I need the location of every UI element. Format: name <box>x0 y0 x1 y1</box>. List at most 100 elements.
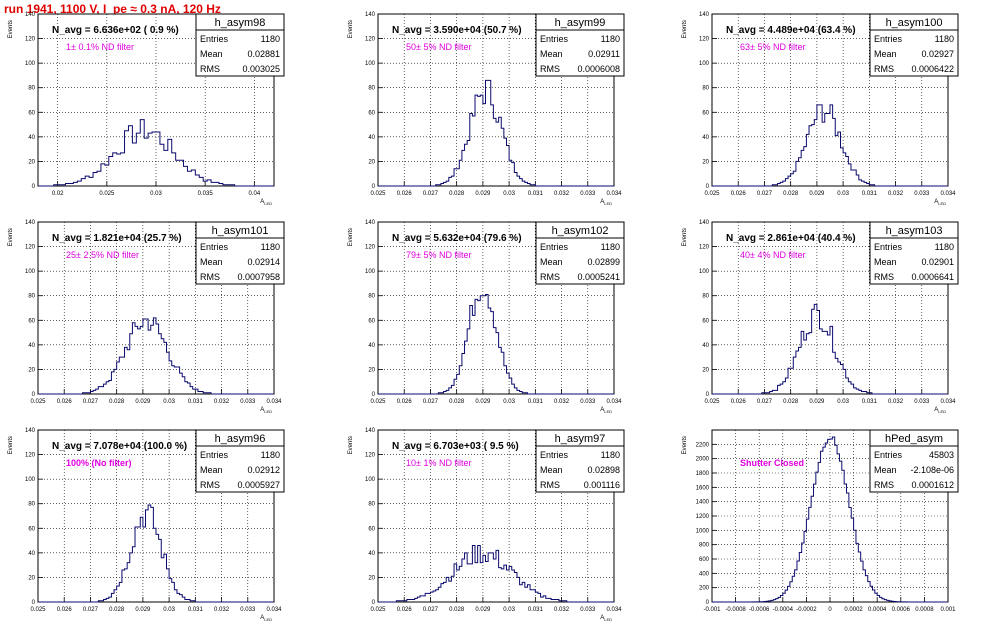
stats-value: 0.0006008 <box>577 64 620 74</box>
x-tick-label: 0.02 <box>52 191 64 197</box>
stats-key: Mean <box>540 257 563 267</box>
stats-key: Mean <box>200 257 223 267</box>
x-tick-label: 0.028 <box>783 399 799 405</box>
y-tick-label: 0 <box>372 184 376 190</box>
y-tick-label: 40 <box>368 343 375 349</box>
y-tick-label: 1400 <box>696 500 710 506</box>
x-tick-label: 0.026 <box>397 191 413 197</box>
x-tick-label: 0.0006 <box>892 607 911 613</box>
y-tick-label: 0 <box>706 392 710 398</box>
y-tick-label: 100 <box>25 61 36 67</box>
y-tick-label: 120 <box>365 245 376 251</box>
histogram-panel: -0.001 -0.0008 -0.0006 -0.0004 -0.0002 0 0.000… <box>682 429 959 613</box>
stats-title: h_asym100 <box>886 17 943 29</box>
x-tick-label: 0.025 <box>704 399 720 405</box>
y-tick-label: 60 <box>28 318 35 324</box>
x-tick-label: 0.029 <box>135 607 151 613</box>
y-tick-label: 20 <box>28 367 35 373</box>
stats-value: 0.0005241 <box>577 272 620 282</box>
y-tick-label: 20 <box>28 159 35 165</box>
x-tick-label: 0.029 <box>809 399 825 405</box>
stats-box <box>535 445 625 493</box>
x-tick-label: 0.031 <box>188 399 204 405</box>
stats-key: Mean <box>200 49 223 59</box>
stats-key: Entries <box>874 450 903 460</box>
y-tick-label: 80 <box>28 294 35 300</box>
y-tick-label: 60 <box>368 318 375 324</box>
y-tick-label: 140 <box>365 428 376 434</box>
y-tick-label: 100 <box>25 269 36 275</box>
stats-box <box>195 29 285 77</box>
y-tick-label: 800 <box>699 543 710 549</box>
x-tick-label: 0.034 <box>266 399 282 405</box>
x-tick-label: 0.026 <box>731 399 747 405</box>
y-tick-label: 40 <box>702 343 709 349</box>
histogram-series <box>378 544 614 603</box>
stats-box <box>195 237 285 285</box>
x-tick-label: 0.03 <box>163 607 175 613</box>
x-tick-label: 0.029 <box>475 607 491 613</box>
x-tick-label: -0.0006 <box>749 607 770 613</box>
stats-value: 0.003025 <box>242 64 280 74</box>
histogram-series <box>38 119 274 187</box>
y-tick-label: 1200 <box>696 514 710 520</box>
x-axis-title: ALED <box>260 615 272 622</box>
histogram-series <box>712 104 948 187</box>
y-tick-label: 120 <box>25 453 36 459</box>
histogram-series <box>378 293 614 395</box>
stats-value: 0.001116 <box>584 480 620 490</box>
stats-key: Mean <box>874 257 897 267</box>
x-axis-title-sub: LED <box>604 201 612 206</box>
x-tick-label: 0.031 <box>862 191 878 197</box>
stats-value: 0.0001612 <box>911 480 954 490</box>
y-tick-label: 140 <box>25 220 36 226</box>
x-tick-label: 0.033 <box>240 607 256 613</box>
summary-text: N_avg = 4.489e+04 (63.4 %) <box>726 25 856 36</box>
stats-value: 0.02914 <box>247 257 280 267</box>
x-tick-label: 0.025 <box>30 399 46 405</box>
stats-key: Entries <box>200 34 229 44</box>
histogram-series <box>712 303 948 395</box>
stats-value: 1180 <box>601 450 620 460</box>
stats-value: 0.02911 <box>588 49 620 59</box>
y-axis-title: Events <box>348 20 354 38</box>
y-tick-label: 60 <box>702 110 709 116</box>
x-axis-title-sub: LED <box>264 201 272 206</box>
y-tick-label: 140 <box>25 12 36 18</box>
stats-key: RMS <box>540 480 560 490</box>
stats-key: RMS <box>874 64 894 74</box>
stats-key: Entries <box>540 242 569 252</box>
x-tick-label: 0.031 <box>188 607 204 613</box>
filter-note: Shutter Closed <box>740 458 804 468</box>
stats-value: 0.02881 <box>247 49 280 59</box>
x-tick-label: 0.034 <box>940 399 956 405</box>
y-tick-label: 120 <box>25 37 36 43</box>
x-tick-label: 0.034 <box>606 191 622 197</box>
x-tick-label: -0.001 <box>703 607 721 613</box>
y-tick-label: 20 <box>368 159 375 165</box>
y-tick-label: 40 <box>702 135 709 141</box>
stats-box <box>869 29 959 77</box>
x-tick-label: 0.027 <box>83 607 99 613</box>
x-axis-title: ALED <box>934 407 946 414</box>
stats-value: 45803 <box>929 450 954 460</box>
stats-value: 0.02912 <box>247 465 280 475</box>
x-tick-label: 0.025 <box>704 191 720 197</box>
y-axis-title: Events <box>682 228 688 246</box>
summary-text: N_avg = 6.636e+02 ( 0.9 %) <box>52 25 179 36</box>
x-tick-label: 0.035 <box>198 191 214 197</box>
x-tick-label: 0.033 <box>240 399 256 405</box>
x-tick-label: 0.029 <box>475 191 491 197</box>
y-tick-label: 60 <box>368 526 375 532</box>
x-tick-label: 0.028 <box>449 607 465 613</box>
x-tick-label: -0.0002 <box>796 607 817 613</box>
x-tick-label: 0.03 <box>837 191 849 197</box>
stats-value: 0.0007958 <box>237 272 280 282</box>
y-tick-label: 140 <box>365 220 376 226</box>
x-tick-label: 0.026 <box>57 399 73 405</box>
x-tick-label: 0.027 <box>83 399 99 405</box>
x-tick-label: 0.034 <box>606 607 622 613</box>
y-tick-label: 100 <box>365 61 376 67</box>
y-axis-title: Events <box>8 436 14 454</box>
